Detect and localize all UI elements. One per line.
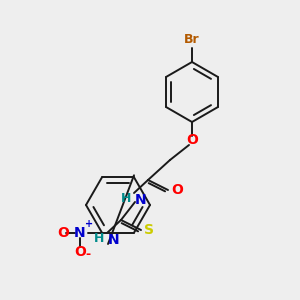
Text: O: O [186, 133, 198, 147]
Text: H: H [94, 232, 104, 244]
Text: O: O [74, 245, 86, 259]
Text: S: S [144, 223, 154, 237]
Text: N: N [74, 226, 86, 240]
Text: -: - [85, 248, 90, 261]
Text: O: O [171, 183, 183, 197]
Text: O: O [57, 226, 69, 240]
Text: +: + [85, 219, 93, 229]
Text: N: N [108, 233, 120, 247]
Text: H: H [121, 191, 131, 205]
Text: N: N [135, 193, 147, 207]
Text: Br: Br [184, 33, 200, 46]
